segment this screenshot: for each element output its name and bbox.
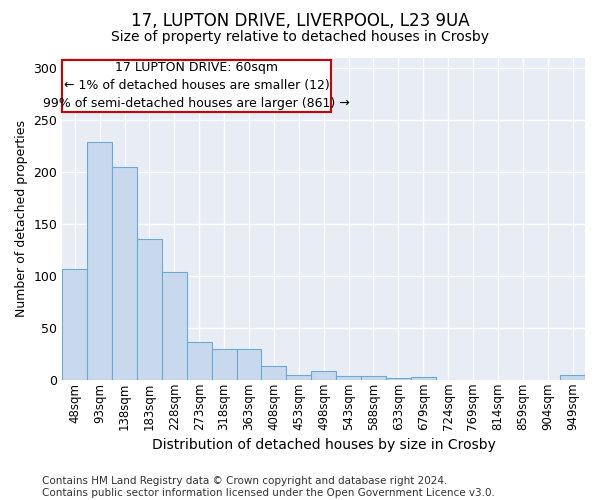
Bar: [112, 166, 137, 380]
Bar: [137, 240, 162, 380]
Text: Contains HM Land Registry data © Crown copyright and database right 2024.
Contai: Contains HM Land Registry data © Crown c…: [42, 476, 495, 498]
Bar: [62, 268, 87, 380]
Bar: [262, 366, 286, 380]
Bar: [62, 60, 331, 112]
Bar: [236, 348, 262, 380]
Text: Size of property relative to detached houses in Crosby: Size of property relative to detached ho…: [111, 30, 489, 44]
Bar: [212, 348, 236, 380]
Y-axis label: Number of detached properties: Number of detached properties: [15, 120, 28, 317]
Bar: [311, 372, 336, 380]
Bar: [361, 376, 386, 380]
Text: 17, LUPTON DRIVE, LIVERPOOL, L23 9UA: 17, LUPTON DRIVE, LIVERPOOL, L23 9UA: [131, 12, 469, 30]
Bar: [336, 376, 361, 380]
Bar: [162, 272, 187, 380]
Bar: [411, 376, 436, 380]
Bar: [286, 374, 311, 380]
Bar: [187, 342, 212, 380]
Bar: [386, 378, 411, 380]
Bar: [87, 142, 112, 380]
X-axis label: Distribution of detached houses by size in Crosby: Distribution of detached houses by size …: [152, 438, 496, 452]
Bar: [560, 374, 585, 380]
Text: 17 LUPTON DRIVE: 60sqm
← 1% of detached houses are smaller (12)
99% of semi-deta: 17 LUPTON DRIVE: 60sqm ← 1% of detached …: [43, 61, 350, 110]
